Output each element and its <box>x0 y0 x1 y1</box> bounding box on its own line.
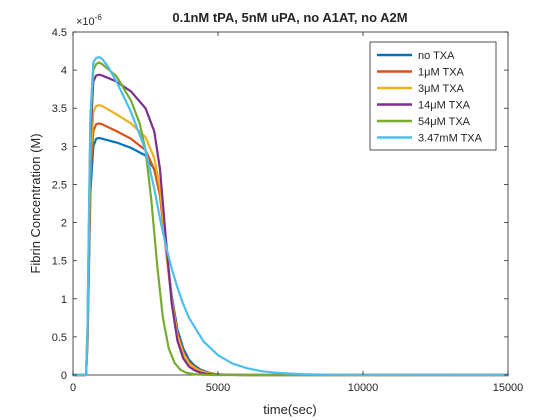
series-line <box>71 56 510 377</box>
y-axis-exponent: ×10-6 <box>76 13 102 28</box>
tick-layer: 0 5000 10000 15000 0 0.5 1 1.5 2 2.5 3 3.5 4 4.5 <box>52 27 524 394</box>
y-tick-label: 0.5 <box>52 332 67 344</box>
legend-box <box>369 41 497 151</box>
series-layer <box>71 56 510 377</box>
y-tick-label: 2 <box>61 218 67 230</box>
legend-label: 3.47mM TXA <box>418 133 483 145</box>
legend: no TXA 1μM TXA 3μM TXA 14μM TXA 54μM TXA 3.47… <box>369 41 497 151</box>
y-axis-label: Fibrin Concentration (M) <box>28 133 43 273</box>
y-tick-label: 1 <box>61 294 67 306</box>
chart-title: 0.1nM tPA, 5nM uPA, no A1AT, no A2M <box>172 10 407 25</box>
y-tick-label: 1.5 <box>52 256 67 268</box>
legend-label: 1μM TXA <box>418 67 465 79</box>
x-axis-label: time(sec) <box>263 402 316 417</box>
y-tick-label: 4.5 <box>52 27 67 39</box>
legend-label: 3μM TXA <box>418 83 465 95</box>
legend-label: 14μM TXA <box>418 100 471 112</box>
y-exponent-base: ×10 <box>76 16 95 28</box>
y-tick-label: 2.5 <box>52 179 67 191</box>
y-tick-label: 3 <box>61 141 67 153</box>
x-tick-label: 10000 <box>348 382 379 394</box>
x-tick-label: 5000 <box>206 382 230 394</box>
x-tick-label: 15000 <box>493 382 524 394</box>
y-tick-label: 0 <box>61 370 67 382</box>
y-tick-label: 4 <box>61 65 67 77</box>
legend-label: 54μM TXA <box>418 116 471 128</box>
y-exponent-power: -6 <box>95 13 103 22</box>
x-tick-label: 0 <box>70 382 76 394</box>
legend-label: no TXA <box>418 50 455 62</box>
y-tick-label: 3.5 <box>52 103 67 115</box>
